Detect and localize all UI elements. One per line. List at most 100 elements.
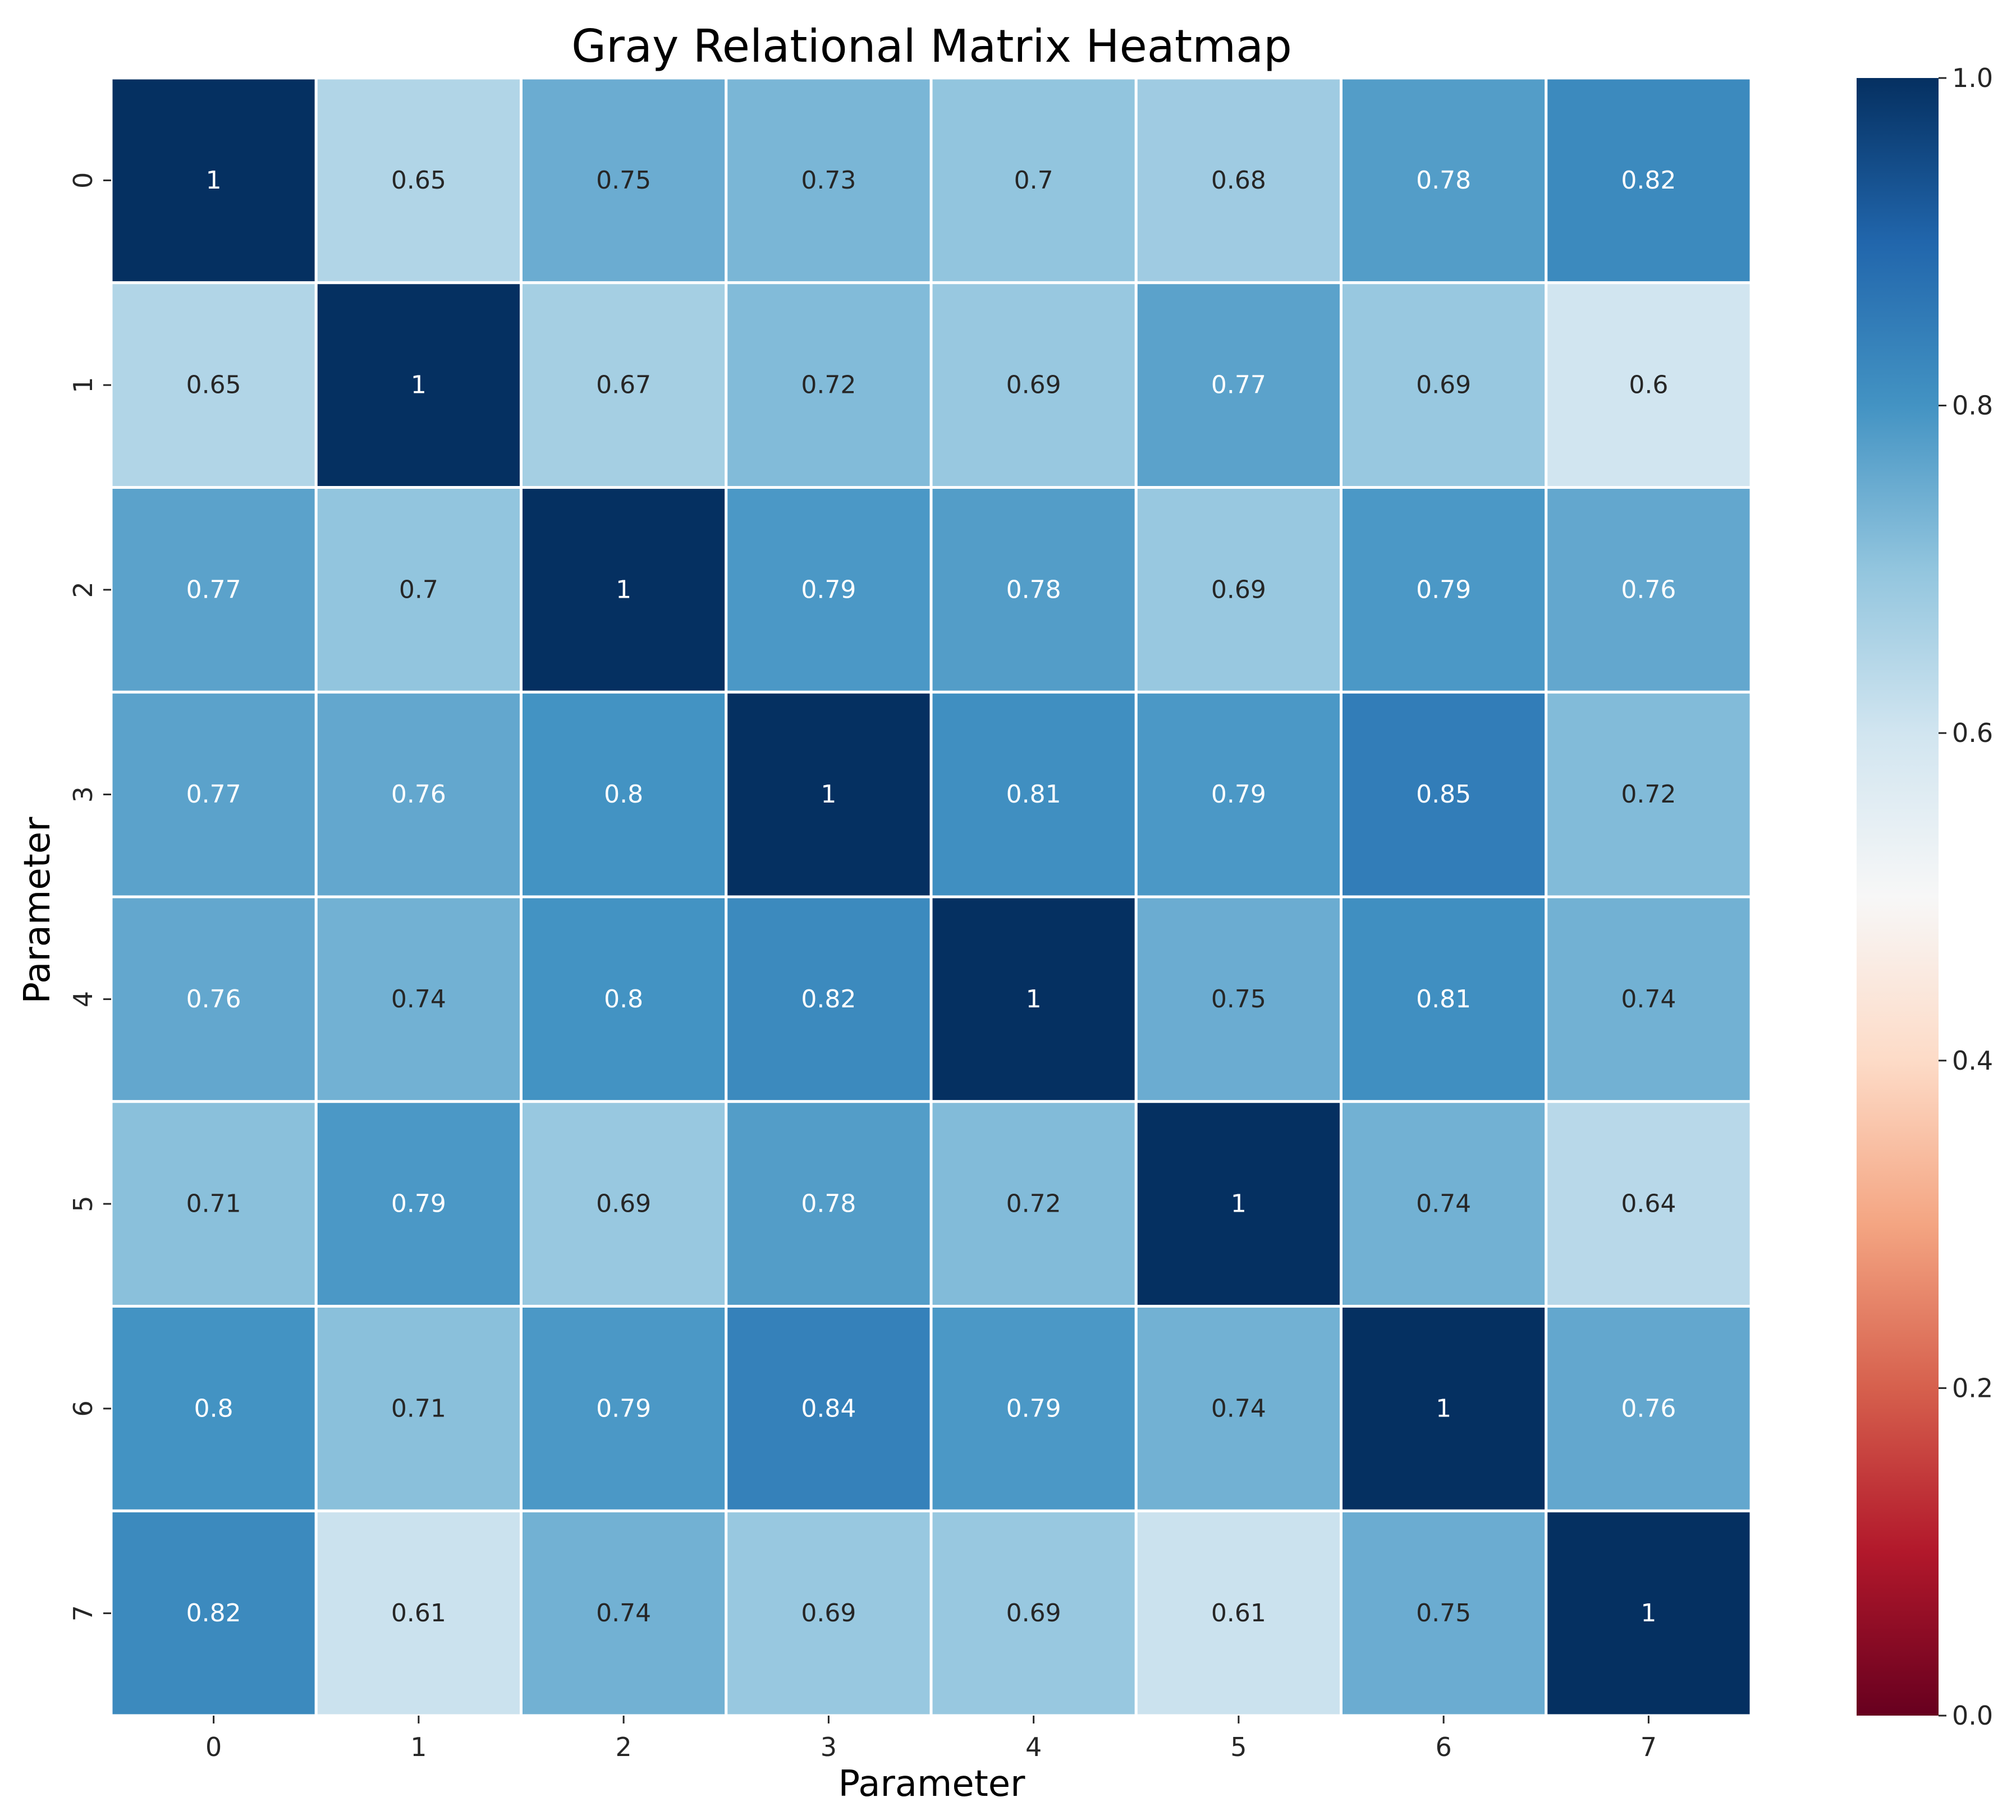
heatmap-cell [520,486,728,694]
cell-value-label: 0.69 [801,1599,856,1628]
heatmap-cell [1545,895,1753,1103]
cell-value-label: 0.69 [1006,371,1061,400]
heatmap-cell [725,281,933,489]
cell-value-label: 0.74 [1416,1190,1471,1218]
x-axis-ticks: 0 1 2 3 4 5 6 7 [205,1716,1657,1762]
heatmap-cell [1340,690,1548,898]
cell-value-label: 0.69 [1006,1599,1061,1628]
cell-value-label: 0.61 [391,1599,446,1628]
cell-value-label: 0.77 [186,575,241,604]
x-tick-label: 2 [615,1732,631,1762]
heatmap-cell [109,690,318,898]
y-axis-label: Parameter [17,817,58,1004]
heatmap-cell [520,690,728,898]
heatmap-cell [1134,895,1343,1103]
heatmap-cell [1340,1305,1548,1512]
cell-value-label: 0.79 [391,1190,446,1218]
heatmap-cell [314,281,523,489]
heatmap-cell [929,281,1138,489]
heatmap-cell [725,486,933,694]
heatmap-cell [1340,486,1548,694]
cell-value-label: 0.77 [1211,371,1266,400]
x-tick-label: 1 [410,1732,427,1762]
colorbar-tick-label: 0.8 [1952,391,1993,421]
heatmap-cell [1134,486,1343,694]
cell-value-label: 0.78 [1006,575,1061,604]
cell-value-label: 0.69 [596,1190,651,1218]
cell-value-label: 1 [616,575,631,604]
heatmap-cell [1545,1305,1753,1512]
heatmap-cell [929,1305,1138,1512]
cell-value-label: 0.82 [1621,166,1676,195]
heatmap-cell [314,1100,523,1308]
colorbar-tick-label: 0.6 [1952,718,1993,748]
cell-value-label: 0.73 [801,166,856,195]
heatmap-cell [1340,895,1548,1103]
cell-value-label: 1 [821,780,836,809]
heatmap-cell [520,895,728,1103]
heatmap-cell [520,76,728,285]
heatmap-cell [109,1305,318,1512]
heatmap-cell [1545,76,1753,285]
y-tick-label: 1 [68,377,98,393]
cell-value-label: 0.76 [186,985,241,1014]
cell-value-label: 0.75 [1416,1599,1471,1628]
cell-value-label: 0.72 [801,371,856,400]
cell-value-label: 1 [206,166,222,195]
cell-value-label: 0.81 [1416,985,1471,1014]
x-tick-label: 4 [1025,1732,1042,1762]
heatmap-cell [929,690,1138,898]
heatmap-cell [520,1100,728,1308]
cell-value-label: 0.7 [1014,166,1053,195]
cell-value-label: 0.64 [1621,1190,1676,1218]
chart-title: Gray Relational Matrix Heatmap [571,20,1292,72]
cell-value-label: 0.68 [1211,166,1266,195]
cell-value-label: 0.72 [1621,780,1676,809]
heatmap-cell [1545,1100,1753,1308]
heatmap-cell [1134,281,1343,489]
heatmap-cell [1134,1305,1343,1512]
x-axis-label: Parameter [839,1763,1026,1805]
cell-value-label: 0.72 [1006,1190,1061,1218]
heatmap-cell [314,76,523,285]
y-tick-label: 2 [68,581,98,598]
x-tick-label: 5 [1230,1732,1247,1762]
cell-value-label: 0.79 [1416,575,1471,604]
y-tick-label: 7 [68,1605,98,1621]
heatmap-cell [1134,1100,1343,1308]
cell-value-label: 0.8 [194,1394,233,1423]
cell-value-label: 0.61 [1211,1599,1266,1628]
cell-value-label: 0.67 [596,371,651,400]
cell-value-label: 1 [1436,1394,1451,1423]
y-tick-label: 0 [68,172,98,189]
heatmap-cell [929,1509,1138,1717]
y-axis-ticks: 0 1 2 3 4 5 6 7 [68,172,111,1621]
x-tick-label: 6 [1435,1732,1451,1762]
cell-value-label: 0.6 [1629,371,1668,400]
cell-value-label: 0.74 [1211,1394,1266,1423]
cell-value-label: 0.79 [801,575,856,604]
cell-value-label: 1 [411,371,427,400]
x-tick-label: 0 [205,1732,222,1762]
colorbar-tick-label: 0.0 [1952,1700,1993,1731]
heatmap-cell [1545,486,1753,694]
cell-value-label: 0.82 [801,985,856,1014]
heatmap-cell [929,1100,1138,1308]
cell-value-label: 0.81 [1006,780,1061,809]
heatmap-cells [109,76,1753,1717]
heatmap-cell [314,486,523,694]
cell-value-label: 0.69 [1211,575,1266,604]
cell-value-label: 0.77 [186,780,241,809]
cell-value-label: 1 [1231,1190,1247,1218]
heatmap-cell [725,690,933,898]
heatmap-cell [725,895,933,1103]
cell-value-label: 0.74 [391,985,446,1014]
cell-value-label: 0.78 [1416,166,1471,195]
y-tick-label: 3 [68,786,98,803]
cell-value-label: 0.79 [596,1394,651,1423]
colorbar-tick-label: 1.0 [1952,63,1993,93]
cell-value-label: 0.79 [1211,780,1266,809]
heatmap-cell [1340,1100,1548,1308]
heatmap-cell [725,76,933,285]
